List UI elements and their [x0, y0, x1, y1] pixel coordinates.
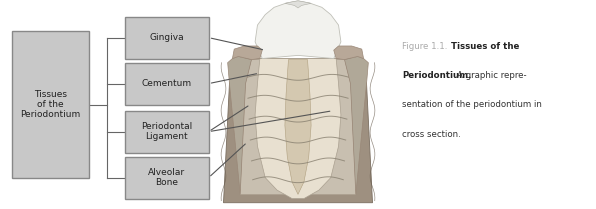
Text: Figure 1.1.: Figure 1.1. — [402, 42, 451, 51]
Polygon shape — [224, 59, 372, 203]
Polygon shape — [344, 56, 368, 194]
FancyBboxPatch shape — [12, 31, 89, 178]
Polygon shape — [228, 56, 252, 194]
Text: Gingiva: Gingiva — [150, 33, 184, 42]
Text: cross section.: cross section. — [402, 130, 461, 139]
Polygon shape — [285, 1, 311, 8]
Polygon shape — [240, 60, 356, 194]
FancyBboxPatch shape — [125, 63, 209, 104]
Polygon shape — [285, 60, 311, 194]
Text: A graphic repre-: A graphic repre- — [457, 71, 527, 80]
Text: Periodontium.: Periodontium. — [402, 71, 472, 80]
Text: Tissues of the: Tissues of the — [451, 42, 520, 51]
Polygon shape — [255, 1, 341, 59]
Polygon shape — [334, 46, 364, 60]
FancyBboxPatch shape — [125, 157, 209, 199]
Polygon shape — [232, 46, 262, 60]
Text: Tissues
of the
Periodontium: Tissues of the Periodontium — [20, 90, 81, 119]
Text: sentation of the periodontium in: sentation of the periodontium in — [402, 100, 542, 109]
FancyBboxPatch shape — [125, 111, 209, 153]
Text: Cementum: Cementum — [142, 79, 192, 88]
Text: Periodontal
Ligament: Periodontal Ligament — [141, 122, 193, 141]
FancyBboxPatch shape — [125, 17, 209, 59]
Polygon shape — [255, 59, 341, 199]
Text: Alveolar
Bone: Alveolar Bone — [148, 168, 185, 187]
